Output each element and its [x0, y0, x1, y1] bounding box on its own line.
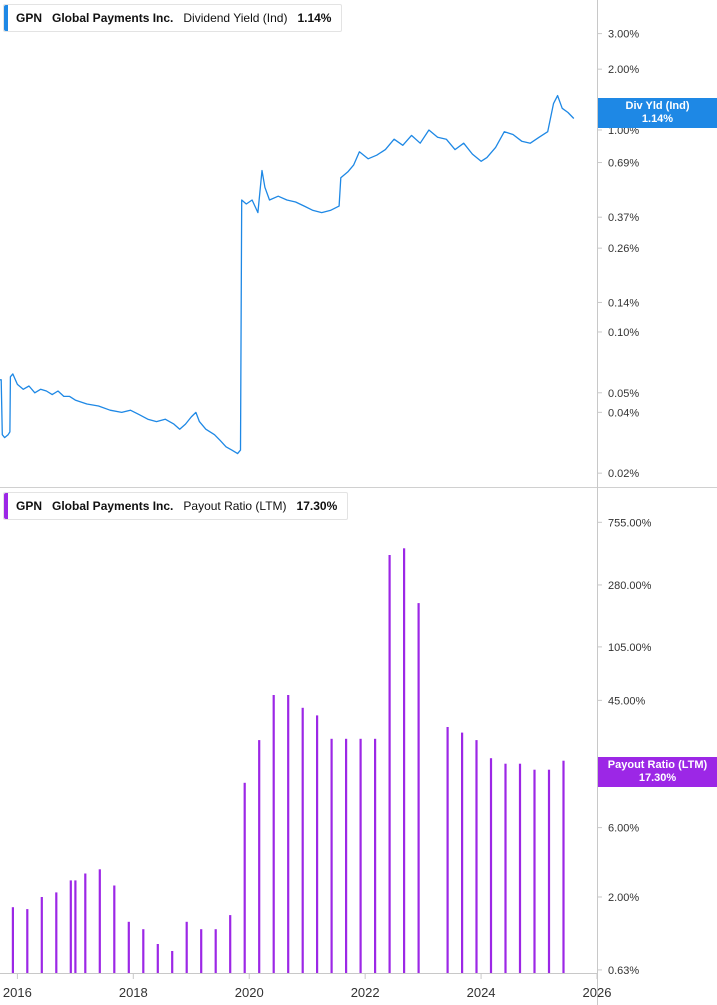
legend-ticker: GPN [16, 11, 43, 25]
payout-ratio-bar [301, 707, 304, 973]
legend-metric: Dividend Yield (Ind) [183, 11, 288, 25]
payout-ratio-bar [533, 769, 536, 973]
x-tick-label: 2022 [351, 985, 380, 1000]
payout-ratio-bar [417, 603, 420, 973]
payout-ratio-bar [69, 880, 72, 973]
payout-ratio-bar [40, 897, 43, 973]
payout-ratio-bar [74, 880, 77, 973]
y-tick-label: 2.00% [608, 892, 639, 904]
y-tick-label: 0.69% [608, 158, 639, 170]
legend-value: 17.30% [296, 499, 338, 513]
payout-ratio-bar [316, 715, 319, 973]
y-tick-label: 105.00% [608, 642, 652, 654]
payout-ratio-bar [287, 695, 290, 973]
payout-ratio-bar [200, 929, 203, 973]
y-tick-label: 0.10% [608, 327, 639, 339]
payout-ratio-bar [214, 929, 217, 973]
payout-ratio-bar [84, 873, 87, 973]
payout-ratio-bar [127, 921, 130, 973]
payout-ratio-bar [26, 909, 29, 973]
payout-ratio-bar [142, 929, 145, 973]
dividend-legend-swatch [4, 5, 8, 31]
tag-value: 1.14% [641, 113, 674, 125]
legend-company: Global Payments Inc. [52, 11, 174, 25]
payout-ratio-bar [113, 885, 116, 973]
payout-ratio-legend[interactable]: GPN Global Payments Inc. Payout Ratio (L… [3, 492, 349, 520]
payout-ratio-bar [359, 738, 362, 973]
payout-legend-swatch [4, 493, 8, 519]
y-tick-label: 0.02% [608, 468, 639, 480]
y-tick-label: 0.26% [608, 243, 639, 255]
x-tick-label: 2018 [119, 985, 148, 1000]
y-tick-label: 3.00% [608, 29, 639, 41]
dividend-yield-last-value-tag: Div Yld (Ind) 1.14% [598, 98, 717, 128]
legend-company: Global Payments Inc. [52, 499, 174, 513]
payout-ratio-bar [272, 695, 275, 973]
payout-ratio-bar [461, 732, 464, 973]
y-tick-label: 0.63% [608, 965, 639, 977]
payout-ratio-bar [11, 907, 14, 973]
dividend-yield-legend[interactable]: GPN Global Payments Inc. Dividend Yield … [3, 4, 343, 32]
payout-ratio-bar [171, 951, 174, 973]
y-tick-label: 6.00% [608, 823, 639, 835]
payout-ratio-bar [547, 769, 551, 973]
x-tick-label: 2020 [235, 985, 264, 1000]
tag-label: Payout Ratio (LTM) [607, 759, 708, 771]
y-tick-label: 0.04% [608, 407, 639, 419]
y-tick-label: 755.00% [608, 517, 652, 529]
y-tick-label: 0.14% [608, 297, 639, 309]
payout-ratio-bar [562, 760, 565, 973]
payout-ratio-bar [374, 738, 377, 973]
dividend-yield-line [0, 94, 575, 455]
payout-ratio-bar [243, 782, 246, 973]
payout-ratio-bar [156, 944, 159, 973]
payout-ratio-last-value-tag: Payout Ratio (LTM) 17.30% [598, 757, 717, 787]
payout-ratio-bar [258, 740, 261, 973]
x-tick-label: 2024 [467, 985, 496, 1000]
tag-label: Div Yld (Ind) [625, 100, 690, 112]
y-tick-label: 0.05% [608, 388, 639, 400]
legend-metric: Payout Ratio (LTM) [183, 499, 287, 513]
payout-ratio-bar [403, 548, 406, 973]
y-tick-label: 0.37% [608, 212, 639, 224]
payout-ratio-bar [330, 738, 333, 973]
legend-ticker: GPN [16, 499, 43, 513]
payout-ratio-bar [345, 738, 348, 973]
payout-ratio-bar [388, 555, 391, 973]
payout-ratio-bar [55, 892, 58, 973]
payout-ratio-bar [518, 763, 522, 973]
payout-ratio-bar [229, 915, 232, 973]
payout-ratio-bar [446, 727, 449, 973]
x-tick-label: 2026 [583, 985, 612, 1000]
payout-ratio-bar [504, 763, 507, 973]
payout-ratio-bar [489, 758, 493, 973]
payout-ratio-bar [475, 740, 478, 973]
legend-value: 1.14% [297, 11, 332, 25]
tag-value: 17.30% [638, 772, 677, 784]
payout-ratio-bar [98, 869, 101, 973]
payout-ratio-bar [185, 921, 188, 973]
y-tick-label: 280.00% [608, 580, 652, 592]
y-tick-label: 45.00% [608, 695, 646, 707]
y-tick-label: 2.00% [608, 64, 639, 76]
x-tick-label: 2016 [3, 985, 32, 1000]
